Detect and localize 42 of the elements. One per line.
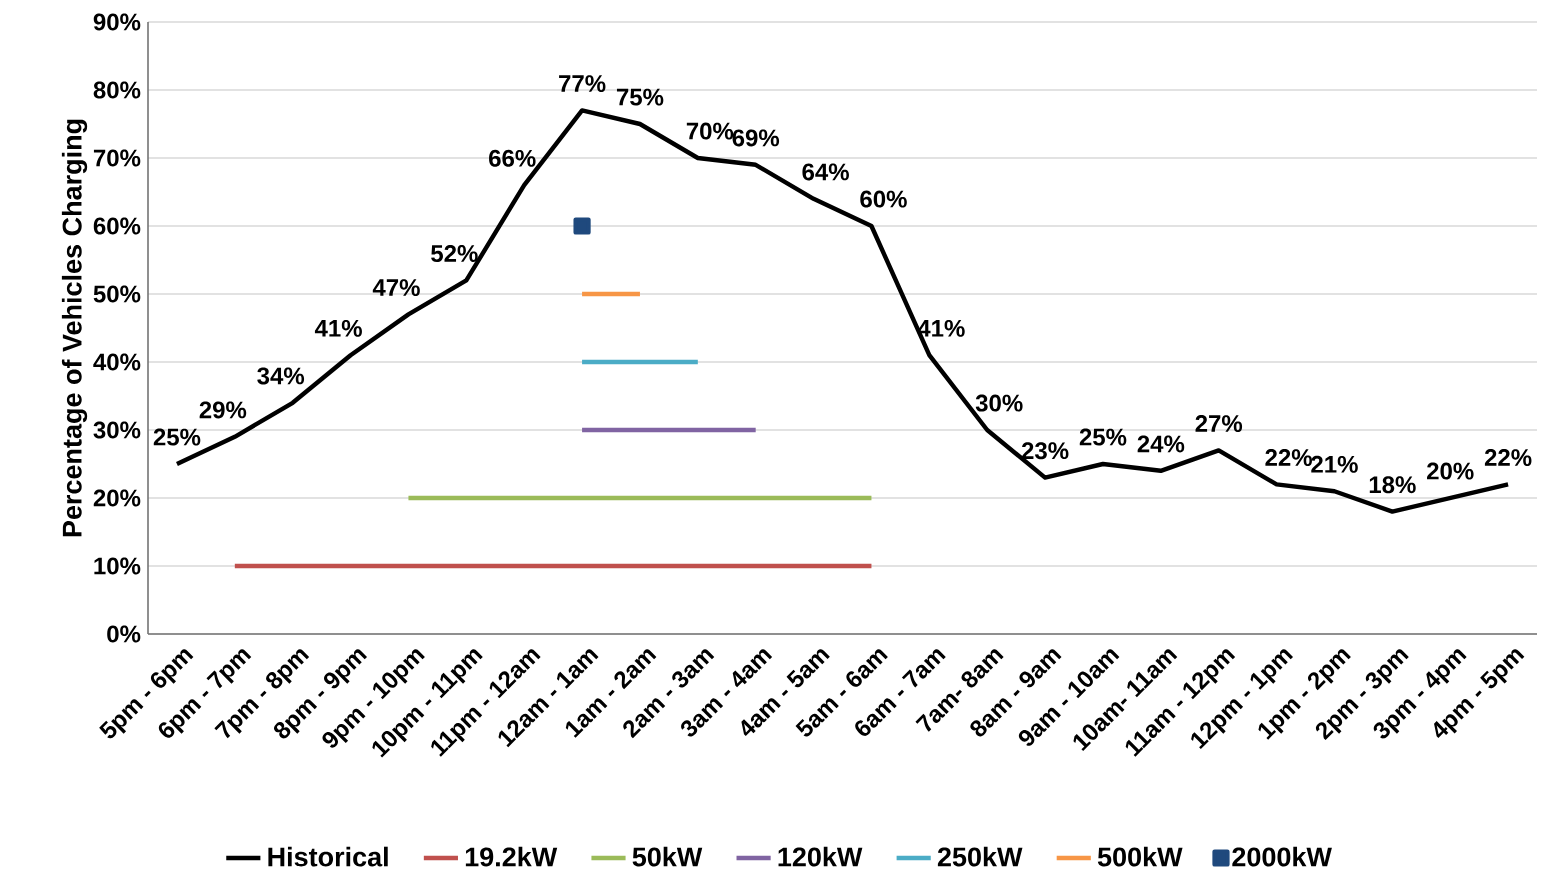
y-tick-label: 40%: [93, 353, 141, 371]
data-label: 30%: [975, 394, 1023, 412]
data-label: 25%: [153, 428, 201, 446]
data-label: 21%: [1311, 455, 1358, 473]
data-label: 41%: [314, 319, 362, 337]
data-label: 23%: [1021, 442, 1069, 460]
data-label: 25%: [1079, 428, 1127, 446]
legend-label: Historical: [268, 846, 388, 867]
data-label: 75%: [616, 88, 664, 106]
y-tick-label: 90%: [93, 13, 141, 31]
y-tick-label: 70%: [93, 149, 141, 167]
data-label: 29%: [199, 401, 247, 419]
y-tick-label: 10%: [94, 557, 141, 575]
y-tick-label: 20%: [93, 489, 141, 507]
y-tick-label: 30%: [93, 421, 141, 439]
data-label: 20%: [1427, 462, 1474, 480]
data-label: 22%: [1265, 449, 1312, 466]
data-label: 64%: [802, 163, 849, 181]
data-label: 52%: [431, 245, 478, 262]
data-label: 60%: [860, 190, 907, 208]
y-tick-label: 80%: [93, 81, 141, 99]
legend-label: 2000kW: [1232, 846, 1332, 867]
data-label: 70%: [686, 122, 734, 140]
data-label: 41%: [917, 319, 965, 337]
data-label: 47%: [372, 279, 420, 296]
data-label: 18%: [1369, 476, 1416, 494]
data-label: 27%: [1195, 415, 1243, 432]
y-tick-label: 60%: [93, 217, 141, 235]
legend-label: 19.2kW: [465, 846, 558, 867]
data-label: 77%: [559, 75, 606, 92]
data-label: 22%: [1484, 449, 1532, 466]
data-label: 24%: [1137, 435, 1185, 453]
y-tick-label: 0%: [107, 625, 141, 643]
legend-label: 250kW: [937, 846, 1023, 867]
legend-label: 500kW: [1097, 846, 1183, 867]
data-label: 34%: [257, 367, 305, 385]
legend-label: 120kW: [778, 846, 863, 867]
y-tick-label: 50%: [93, 285, 141, 303]
data-label: 66%: [489, 149, 536, 167]
data-label: 69%: [732, 129, 780, 147]
y-axis-title: Percentage of Vehicles Charging: [61, 119, 88, 537]
legend-label: 50kW: [632, 846, 703, 867]
